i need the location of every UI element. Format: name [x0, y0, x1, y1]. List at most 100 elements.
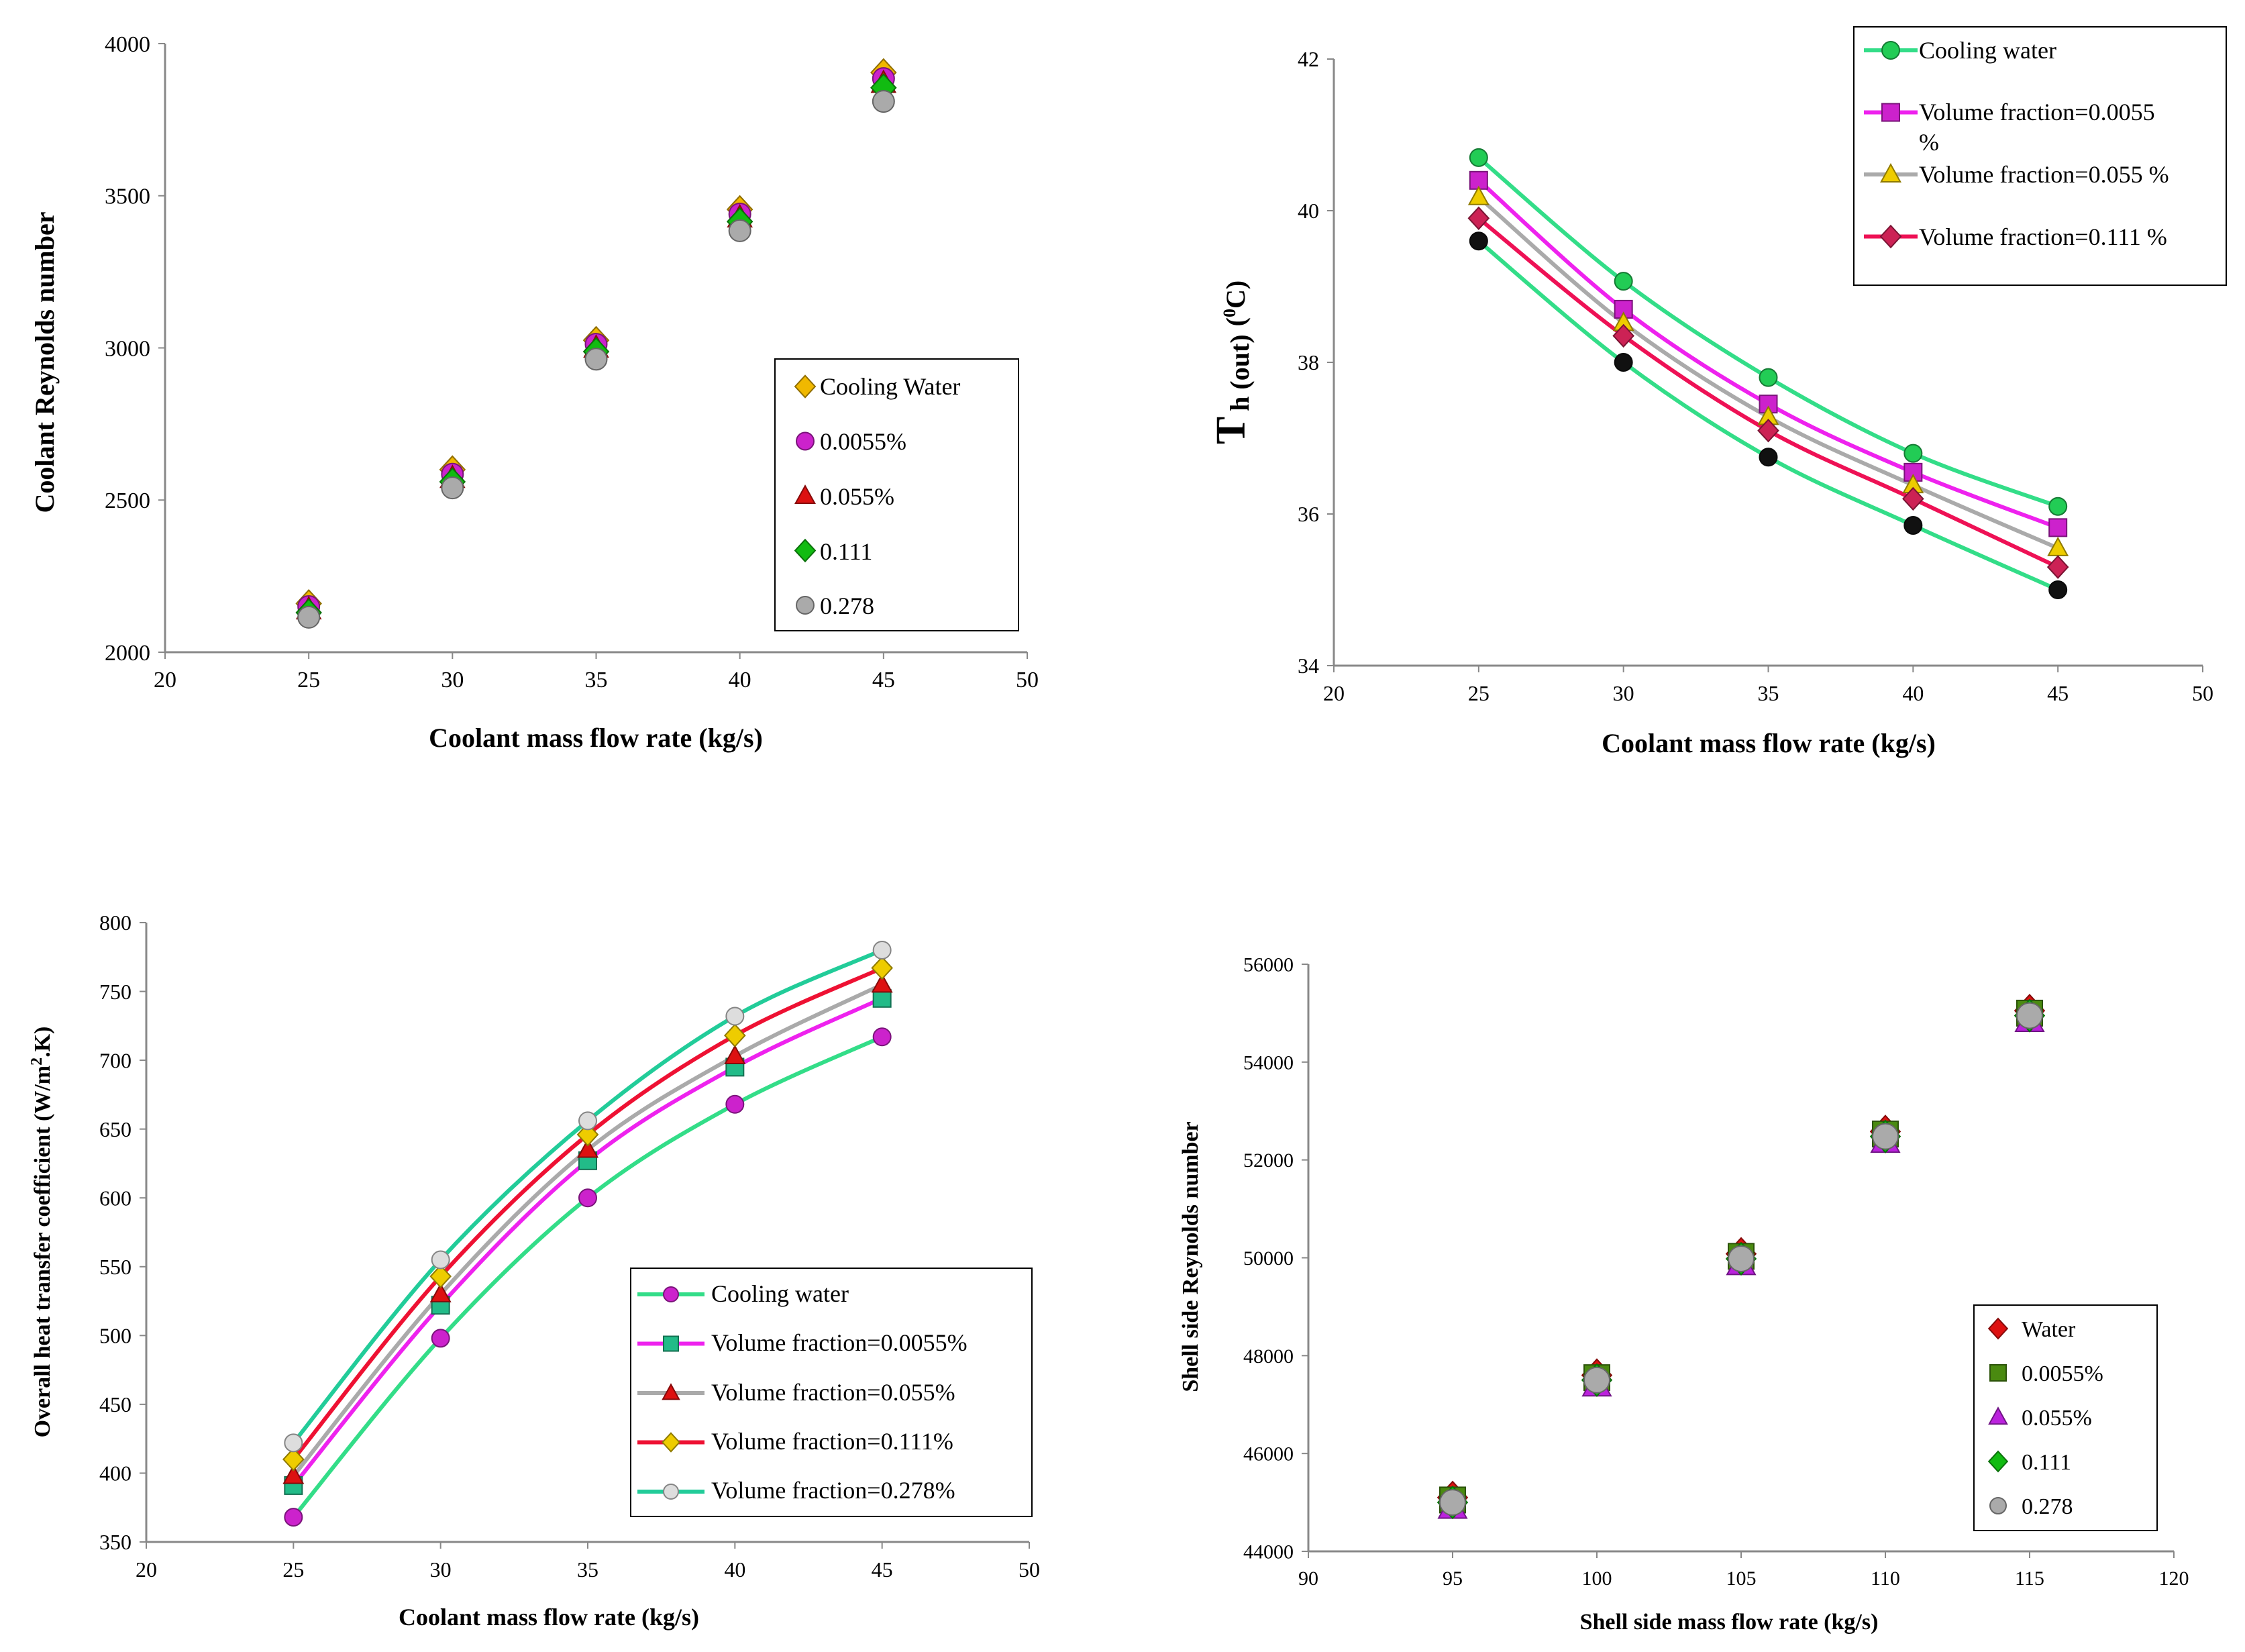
data-point [429, 1282, 452, 1302]
data-point [284, 1433, 303, 1453]
data-point [1902, 486, 1924, 511]
data-point [1583, 1366, 1610, 1394]
y-tick-label: 400 [99, 1461, 132, 1486]
chart-outlet-temperature: 20 25 30 35 40 45 50 34 36 38 40 42 Coolant mass fl… [1208, 26, 2227, 758]
legend-label-0-111: 0.111 [820, 538, 872, 565]
data-point [724, 1023, 746, 1047]
data-point [2016, 1002, 2043, 1029]
data-point [725, 1094, 745, 1114]
legend-marker [794, 538, 817, 563]
data-point [871, 956, 893, 980]
y-axis-title: Coolant Reynolds number [30, 212, 60, 513]
data-point [2048, 518, 2068, 537]
x-tick-label: 25 [1468, 681, 1490, 705]
x-tick-label: 35 [577, 1557, 598, 1582]
y-tick-label: 700 [99, 1048, 132, 1072]
x-tick-label: 40 [1902, 681, 1924, 705]
legend-marker [1987, 1450, 2009, 1473]
y-axis-title: Shell side Reynolds number [1178, 1121, 1203, 1392]
legend-marker [1989, 1497, 2007, 1514]
legend-label-0-055: Volume fraction=0.055% [711, 1379, 955, 1406]
data-point [584, 348, 608, 371]
y-tick-label: 50000 [1243, 1247, 1294, 1270]
y-tick-label: 650 [99, 1117, 132, 1141]
legend: Water 0.0055% 0.055% 0.111 0.278 [1973, 1304, 2158, 1531]
legend-label-cooling-water: Cooling Water [820, 373, 960, 400]
data-point [578, 1188, 597, 1208]
y-axis-title-sup: 2 [28, 1057, 46, 1066]
y-axis-title: Overall heat transfer coefficient (W/m2.… [28, 1027, 55, 1438]
x-tick-label: 35 [1758, 681, 1779, 705]
x-axis-title: Coolant mass flow rate (kg/s) [399, 1604, 699, 1631]
data-point [1469, 148, 1488, 167]
legend-box [774, 358, 1019, 631]
legend-marker [662, 1383, 680, 1400]
x-tick-label: 40 [729, 668, 751, 692]
y-tick-label: 34 [1298, 654, 1319, 678]
data-point [282, 1464, 305, 1484]
legend-label-0-055: Volume fraction=0.055 % [1919, 161, 2169, 188]
legend-marker [663, 1286, 679, 1302]
legend-label-0-278: Volume fraction=0.278% [711, 1477, 955, 1504]
y-axis-title-unit-open: ( [1220, 317, 1251, 326]
y-tick-label: 54000 [1243, 1051, 1294, 1074]
legend-label-0-0055: 0.0055% [2022, 1361, 2103, 1386]
series-line [291, 966, 883, 1461]
legend-marker [794, 374, 817, 399]
x-tick-label: 100 [1582, 1567, 1612, 1590]
x-tick-label: 45 [872, 668, 895, 692]
y-tick-label: 40 [1298, 199, 1319, 223]
y-tick-label: 46000 [1243, 1443, 1294, 1465]
legend-label-0-111: 0.111 [2022, 1450, 2071, 1475]
legend-label-0-055: 0.055% [820, 483, 894, 510]
data-point [1759, 448, 1778, 467]
x-tick-label: 25 [297, 668, 320, 692]
data-point [2048, 580, 2068, 599]
x-tick-label: 40 [724, 1557, 745, 1582]
y-tick-label: 3500 [105, 185, 150, 209]
legend-label-0-111: Volume fraction=0.111% [711, 1428, 953, 1455]
legend: Cooling water Volume fraction=0.0055% Vo… [630, 1268, 1033, 1517]
legend-marker [663, 1335, 679, 1352]
y-tick-label: 600 [99, 1186, 132, 1210]
legend-marker [663, 1484, 679, 1500]
legend-marker [796, 431, 815, 451]
data-point [872, 90, 895, 113]
x-tick-label: 110 [1871, 1567, 1900, 1590]
legend-box [1973, 1304, 2158, 1531]
y-tick-label: 450 [99, 1392, 132, 1416]
y-tick-label: 44000 [1243, 1541, 1294, 1563]
x-tick-label: 20 [154, 668, 176, 692]
legend-label-0-0055-line1: Volume fraction=0.0055 [1919, 99, 2155, 125]
data-point [284, 1508, 303, 1527]
chart-heat-transfer-coefficient: 20 25 30 35 40 45 50 350 400 450 500 550 600 650 700 75… [28, 911, 1040, 1631]
x-tick-label: 35 [585, 668, 608, 692]
y-axis-title-t: T [1208, 417, 1254, 444]
data-point [728, 219, 751, 242]
x-tick-label: 20 [136, 1557, 157, 1582]
x-tick-label: 95 [1443, 1567, 1463, 1590]
legend-marker [796, 596, 815, 615]
x-tick-label: 120 [2159, 1567, 2189, 1590]
y-tick-label: 4000 [105, 32, 150, 57]
y-axis-title: Th (out) (0C) [1208, 280, 1255, 444]
legend-marker [1989, 1364, 2007, 1382]
legend-marker [1880, 162, 1901, 183]
y-tick-label: 38 [1298, 350, 1319, 374]
data-point [578, 1111, 597, 1131]
y-tick-label: 2500 [105, 488, 150, 513]
x-tick-label: 30 [441, 668, 464, 692]
svg-text:Overall heat transfer coeffici: Overall heat transfer coefficient (W/m2.… [28, 1027, 55, 1438]
y-tick-label: 36 [1298, 502, 1319, 526]
chart-reynolds-coolant: 20 25 30 35 40 45 50 2000 2500 3000 3500 4000 Coola… [30, 32, 1039, 753]
svg-text:Th (out)(0C): Th (out) (0C) [1208, 280, 1255, 444]
legend-label-0-278: 0.278 [820, 592, 874, 619]
legend: Cooling water Volume fraction=0.0055 % V… [1853, 26, 2227, 286]
x-tick-label: 20 [1323, 681, 1345, 705]
data-point [872, 1027, 892, 1047]
x-tick-label: 115 [2015, 1567, 2044, 1590]
data-point [1467, 185, 1490, 205]
y-axis-title-sub: h (out) [1224, 334, 1255, 411]
y-axis-title-main: Overall heat transfer coefficient (W/m [30, 1066, 55, 1438]
